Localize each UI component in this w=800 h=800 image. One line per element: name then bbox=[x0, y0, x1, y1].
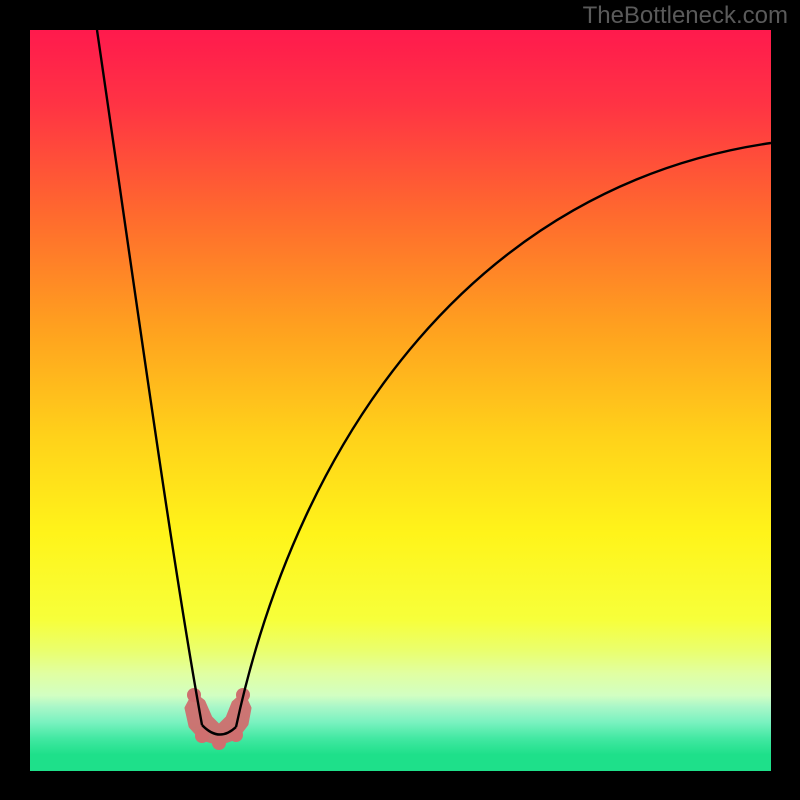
curve-left-branch bbox=[97, 30, 202, 725]
chart-plot-area bbox=[30, 30, 771, 771]
curve-right-branch bbox=[236, 143, 771, 727]
chart-curve-layer bbox=[30, 30, 771, 771]
watermark-text: TheBottleneck.com bbox=[583, 2, 788, 30]
